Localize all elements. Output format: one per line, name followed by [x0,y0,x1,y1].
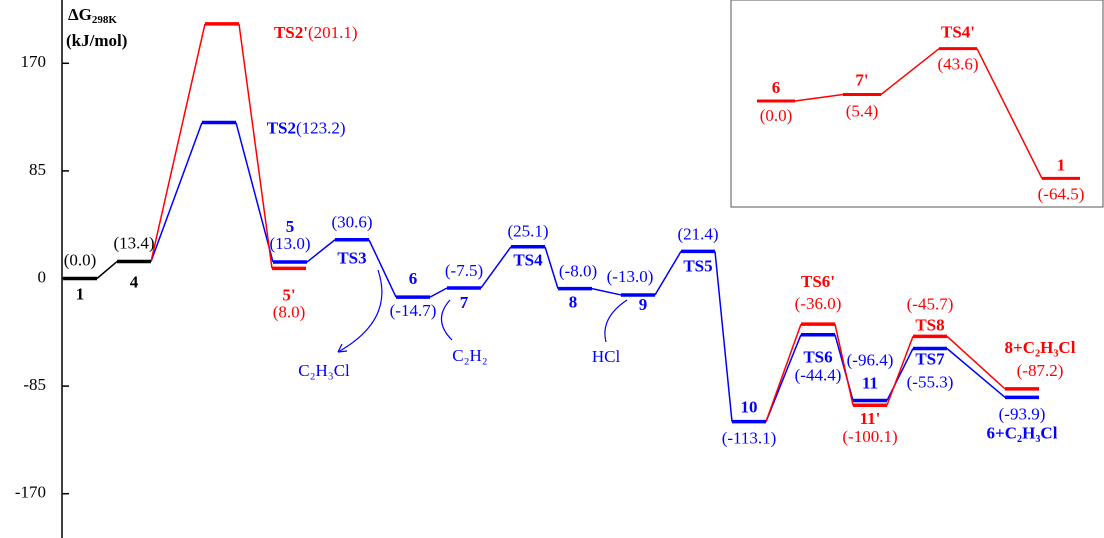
value-label: (-96.4) [847,350,894,369]
value-label: (0.0) [760,106,793,125]
value-label: (-36.0) [795,294,842,313]
connector [238,23,273,269]
value-label: (-100.1) [842,427,897,446]
connector [96,260,118,280]
inset-frame [730,0,1104,208]
value-label: (123.2) [296,118,346,137]
connector [946,347,1006,398]
state-name: 11' [860,409,881,428]
state-name: 6 [409,269,418,288]
state-name: TS2' [274,23,308,42]
state-name: 7' [855,70,868,89]
connector [150,122,203,262]
value-label: (-64.5) [1038,184,1085,203]
value-label: (-87.2) [1017,361,1064,380]
state-name: TS5 [683,256,712,275]
state-name: 6+C₂H₃Cl [987,423,1058,442]
state-name: TS2 [267,118,296,137]
y-tick-label: -170 [15,483,46,502]
connector [834,323,854,406]
state-name: 10 [741,398,758,417]
y-unit: (kJ/mol) [66,31,127,50]
value-label: (-8.0) [559,262,597,281]
arrow [440,299,453,341]
connector [429,287,448,298]
state-name: 9 [639,295,648,314]
value-label: (-93.9) [999,404,1046,423]
state-name: 8+C₂H₃Cl [1005,338,1076,357]
state-name: 5 [286,217,295,236]
state-name: 1 [1057,155,1066,174]
annotation: C₂H₂ [452,346,487,365]
y-tick-label: 85 [29,160,46,179]
connector [886,336,914,406]
y-label-main: ΔG [68,5,92,24]
value-label: (5.4) [846,101,879,120]
y-tick-label: -85 [23,375,46,394]
connector [150,23,206,262]
connector [794,93,844,102]
annotation: HCl [592,347,621,366]
state-name: TS6' [801,272,835,291]
value-label: (8.0) [273,302,306,321]
connector [368,239,397,298]
y-label-sub: 298K [92,14,118,26]
connector [714,251,733,422]
state-name: 8 [569,293,578,312]
y-tick-label: 0 [38,267,47,286]
state-name: TS8 [915,315,944,334]
connector [976,48,1043,179]
value-label: (-45.7) [907,294,954,313]
connector [591,287,622,296]
connector [654,251,682,296]
state-name: TS3 [337,249,366,268]
value-label: (25.1) [507,222,548,241]
state-name: TS4 [513,251,543,270]
connector [235,122,274,263]
arrow [604,299,628,343]
connector [306,239,336,263]
value-label: (0.0) [64,250,97,269]
value-label: (-44.4) [795,366,842,385]
state-name: TS7 [915,349,945,368]
value-label: (13.4) [113,233,154,252]
value-label: (-13.0) [607,267,654,286]
annotation: C₂H₃Cl [298,361,350,380]
y-label: ΔG298K [68,5,117,26]
arrow [337,269,383,353]
annotation-arrows [337,269,628,353]
value-label: (201.1) [308,23,358,42]
value-label: (-55.3) [907,372,954,391]
state-name: 4 [130,272,139,291]
value-label: (-7.5) [445,261,483,280]
connector [765,323,802,422]
value-label: (-14.7) [390,301,437,320]
state-name: 6 [772,78,781,97]
value-label: (21.4) [677,224,718,243]
connector [480,246,512,289]
arrow-head [337,343,348,353]
connector [880,48,940,96]
state-name: 1 [76,284,85,303]
value-label: (43.6) [937,55,978,74]
connector [946,335,1006,390]
state-name: TS4' [941,23,975,42]
value-label: (30.6) [331,213,372,232]
value-label: (-113.1) [722,429,777,448]
state-name: 5' [282,285,295,304]
state-name: 7 [460,293,469,312]
connector [544,246,559,289]
state-name: TS6 [803,348,832,367]
y-tick-label: 170 [21,52,47,71]
value-label: (13.0) [269,234,310,253]
state-name: 11 [862,373,878,392]
